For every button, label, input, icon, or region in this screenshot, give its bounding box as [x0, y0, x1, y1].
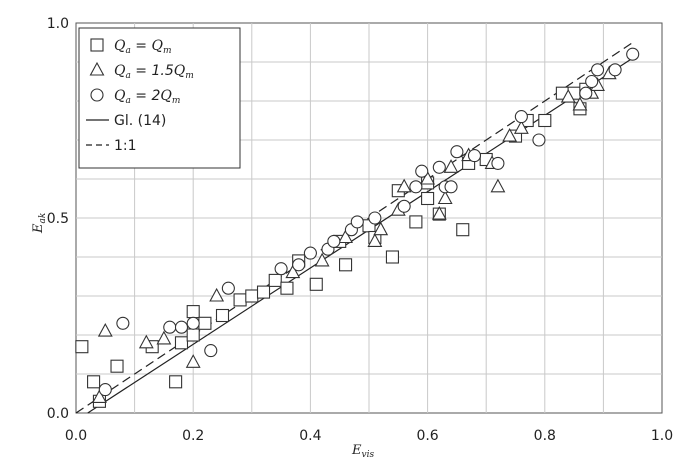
triangle-data-point: [338, 229, 353, 244]
square-data-point: [280, 281, 294, 295]
triangle-data-point: [314, 252, 330, 267]
triangle-data-point: [572, 96, 588, 111]
square-data-point: [87, 375, 101, 389]
x-axis-label: Evis: [351, 443, 374, 460]
circle-data-point: [467, 149, 482, 163]
square-data-point: [245, 289, 259, 303]
legend-triangle-marker: [89, 61, 105, 76]
square-data-point: [456, 223, 470, 237]
square-data-point: [233, 293, 247, 307]
x-tick-label: 0.0: [65, 428, 87, 444]
circle-data-point: [368, 211, 382, 225]
circle-data-point: [116, 316, 130, 330]
circle-data-point: [174, 320, 189, 334]
triangle-data-point: [373, 221, 389, 236]
circle-data-point: [221, 281, 235, 295]
circle-data-point: [292, 258, 306, 272]
circle-data-point: [432, 160, 446, 174]
square-data-point: [186, 328, 200, 342]
y-tick-label: 0.5: [47, 211, 69, 227]
x-tick-label: 0.6: [416, 428, 438, 444]
circle-data-point: [303, 246, 317, 260]
data-points: [75, 47, 640, 408]
triangle-data-point: [209, 287, 225, 302]
y-tick-label: 0.0: [47, 406, 69, 422]
circle-data-point: [274, 262, 288, 276]
circle-data-point: [350, 215, 364, 229]
triangle-data-point: [443, 159, 459, 173]
y-tick-labels: 0.0 0.5 1.0: [47, 16, 69, 422]
square-data-point: [385, 250, 399, 264]
circle-data-point: [532, 133, 546, 147]
triangle-data-point: [97, 322, 113, 337]
triangle-data-point: [138, 334, 154, 349]
square-data-point: [309, 277, 323, 291]
legend-line-label: Gl. (14): [114, 113, 166, 129]
square-data-point: [186, 305, 200, 319]
square-data-point: [169, 375, 183, 389]
square-data-point: [215, 308, 230, 323]
square-data-point: [198, 316, 212, 330]
circle-data-point: [450, 145, 464, 159]
y-axis-label: Eak: [31, 213, 48, 234]
legend-line-label: 1:1: [114, 138, 137, 154]
triangle-data-point: [396, 178, 412, 193]
triangle-data-point: [431, 205, 447, 220]
circle-data-point: [415, 164, 429, 178]
circle-data-point: [585, 74, 599, 89]
square-data-point: [75, 340, 89, 354]
triangle-data-point: [502, 127, 518, 142]
circle-data-point: [186, 316, 200, 330]
triangle-data-point: [513, 120, 529, 134]
triangle-data-point: [92, 389, 107, 403]
square-data-point: [409, 215, 423, 229]
triangle-data-point: [367, 233, 383, 247]
circle-data-point: [491, 156, 505, 170]
x-tick-label: 0.2: [182, 428, 204, 444]
circle-data-point: [327, 234, 341, 248]
circle-data-point: [409, 180, 423, 194]
circle-data-point: [163, 320, 177, 334]
triangle-data-point: [560, 88, 576, 103]
triangle-data-point: [185, 354, 201, 368]
triangle-data-point: [490, 178, 506, 193]
square-data-point: [110, 359, 124, 373]
legend-circle-marker: [90, 88, 104, 102]
circle-data-point: [579, 86, 593, 100]
triangle-data-point: [285, 264, 301, 279]
circle-data-point: [626, 47, 640, 61]
y-tick-label: 1.0: [47, 16, 69, 32]
circle-data-point: [204, 344, 218, 358]
square-data-point: [421, 191, 435, 206]
x-tick-label: 1.0: [651, 428, 673, 444]
legend-label-circle: Qa = 2Qm: [114, 88, 180, 106]
legend-box: [78, 27, 241, 169]
circle-data-point: [590, 63, 605, 77]
legend-square-marker: [90, 38, 104, 52]
x-tick-labels: 0.0 0.2 0.4 0.6 0.8 1.0: [65, 428, 673, 444]
square-data-point: [256, 285, 271, 299]
triangle-data-point: [156, 330, 172, 345]
square-data-point: [268, 273, 282, 287]
circle-data-point: [444, 180, 458, 194]
circle-data-point: [514, 110, 528, 124]
circle-data-point: [98, 383, 112, 397]
square-data-point: [174, 336, 189, 350]
triangle-data-point: [420, 170, 436, 185]
legend-label-triangle: Qa = 1.5Qm: [114, 63, 194, 81]
square-data-point: [339, 258, 353, 272]
circle-data-point: [397, 199, 411, 213]
square-data-point: [538, 113, 552, 128]
x-tick-label: 0.4: [299, 428, 321, 444]
legend-label-square: Qa = Qm: [114, 38, 172, 56]
x-tick-label: 0.8: [534, 428, 556, 444]
triangle-data-point: [437, 190, 453, 205]
circle-data-point: [608, 63, 622, 77]
legend: Qa = Qm Qa = 1.5Qm Qa = 2Qm Gl. (14) 1:1: [78, 27, 241, 169]
